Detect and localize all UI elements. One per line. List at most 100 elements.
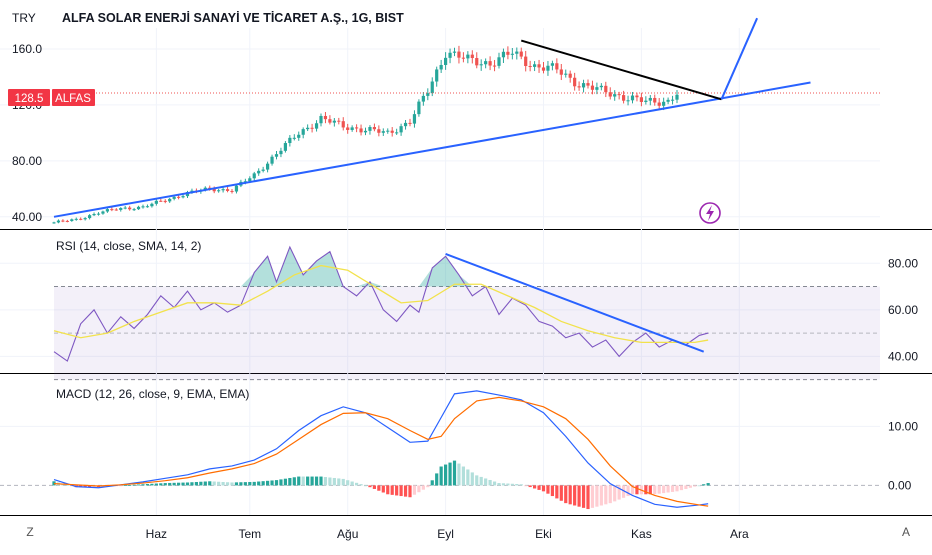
macd-histogram-bar [421,485,425,490]
candle-body [479,64,483,66]
candle-body [212,188,216,192]
candle-body [644,100,648,102]
macd-histogram-bar [608,485,612,504]
candle-body [177,196,181,198]
candle-body [399,126,403,133]
rsi-band [54,246,880,381]
macd-line [53,390,709,508]
candle-body [622,95,626,101]
macd-histogram-bar [506,483,510,486]
macd-histogram-bar [426,485,430,488]
rsi-line [53,245,709,362]
macd-histogram-bar [239,482,243,486]
candle-body [466,54,470,59]
candle-body [408,122,412,124]
macd-histogram-bar [475,475,479,486]
macd-histogram-bar [577,485,581,507]
trendlines[interactable] [53,17,811,353]
candle-body [172,196,176,199]
macd-histogram-bar [261,481,265,486]
macd-histogram-bar [154,483,158,486]
candle-body [123,207,127,209]
macd-histogram-bar [132,484,136,486]
candle-body [328,119,332,123]
macd-histogram-bar [533,485,537,489]
candle-body [519,51,523,57]
candles [52,45,880,224]
macd-histogram-bar [203,481,207,486]
macd-histogram-bar [466,469,470,486]
candle-body [452,51,457,53]
candle-body [501,51,506,58]
candle-body [363,130,368,133]
macd-histogram-bar [524,485,528,487]
macd-histogram-bar [252,481,256,486]
candle-body [368,127,372,131]
macd-histogram-bar [555,485,559,499]
candle-body [426,93,430,96]
candle-body [546,65,550,71]
lightning-icon[interactable] [699,202,721,224]
candle-body [314,123,319,129]
macd-histogram-bar [399,485,403,497]
macd-histogram-bar [248,481,252,486]
candle-body [670,99,675,101]
macd-histogram-bar [221,481,225,486]
macd-histogram-bar [65,484,69,486]
candle-body [65,220,69,222]
candle-body [136,206,141,210]
macd-histogram-bar [319,476,323,486]
candle-body [101,211,105,214]
macd-histogram-bar [484,478,488,486]
macd-histogram-bar [368,485,372,488]
macd-histogram-bar [546,485,550,494]
time-tick-label: Eki [535,527,552,541]
symbol-badge-text: ALFAS [55,93,91,105]
macd-histogram-bar [479,476,483,486]
candle-body [61,220,65,222]
symbol-badge [52,89,95,106]
macd-histogram-bar [653,485,657,495]
macd-histogram-bar [470,472,474,486]
chart-title: ALFA SOLAR ENERJİ SANAYİ VE TİCARET A.Ş.… [62,10,404,25]
candle-body [128,207,132,210]
macd-histogram [52,460,710,510]
candle-body [270,156,274,164]
macd-histogram-bar [225,482,230,486]
macd-histogram-bar [448,462,452,486]
time-tick-label: Haz [146,527,167,541]
candle-body [381,131,385,133]
candle-body [590,85,595,90]
macd-histogram-bar [684,485,688,489]
macd-histogram-bar [372,485,376,489]
macd-histogram-bar [559,485,563,501]
macd-histogram-bar [190,482,194,486]
macd-histogram-bar [657,485,661,494]
grid [0,28,880,515]
candle-body [83,218,87,220]
candle-body [274,154,279,157]
candle-body [288,137,292,144]
macd-histogram-bar [679,485,684,491]
candle-body [217,190,221,192]
price-trendline [720,17,759,100]
right-corner-button[interactable]: A [902,525,910,539]
candle-body [604,85,608,93]
macd-histogram-bar [279,479,283,486]
macd-histogram-bar [234,482,239,486]
candle-body [439,64,443,70]
candle-body [248,178,252,182]
candle-body [56,220,61,223]
macd-histogram-bar [52,481,56,486]
candle-body [488,61,492,66]
candle-body [337,120,341,122]
candle-body [435,69,439,82]
candle-body [577,86,581,88]
macd-histogram-bar [350,481,354,486]
candle-body [79,218,83,220]
left-corner-button[interactable]: Z [26,525,33,539]
macd-histogram-bar [292,477,296,486]
macd-histogram-bar [355,482,359,486]
